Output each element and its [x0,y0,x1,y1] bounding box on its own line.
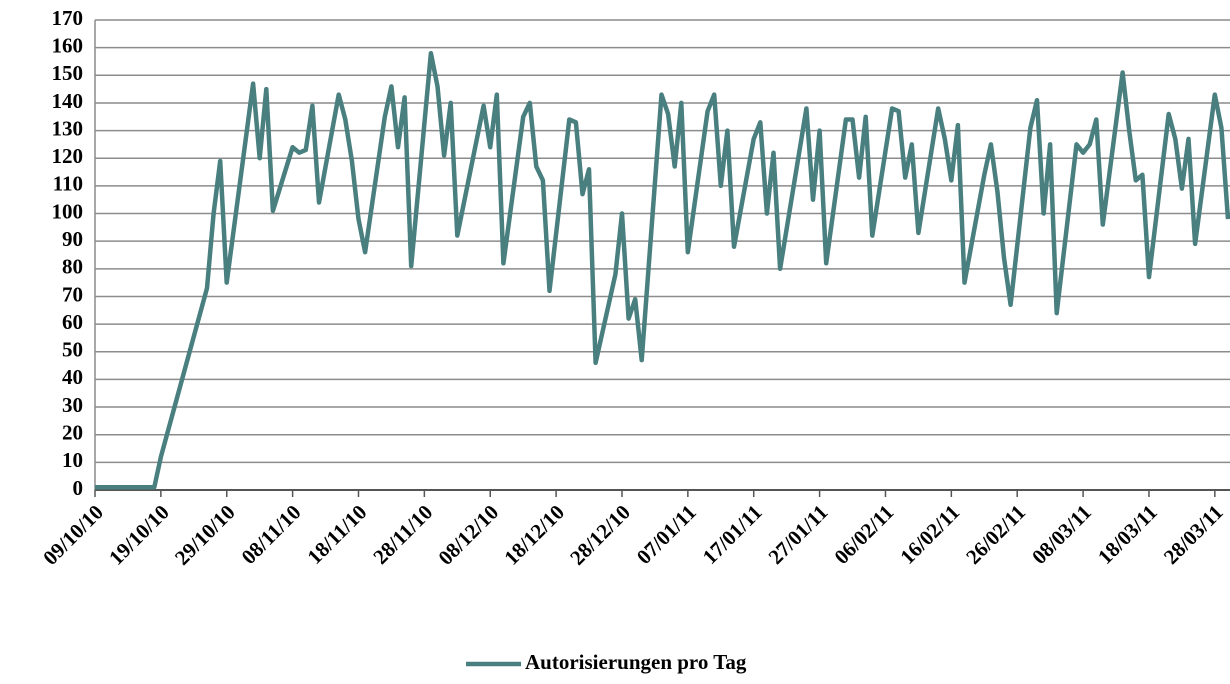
y-tick-label: 160 [52,33,84,57]
x-tick-label: 08/11/10 [237,500,306,569]
y-tick-label: 100 [52,199,84,223]
y-tick-label: 170 [52,6,84,30]
y-tick-label: 30 [62,393,83,417]
x-tick-label: 08/12/10 [433,500,503,570]
data-line [95,50,1230,490]
y-tick-label: 80 [62,255,83,279]
x-tick-label: 06/02/11 [829,500,898,569]
x-tick-label: 18/03/11 [1093,500,1162,569]
y-tick-label: 90 [62,227,83,251]
y-tick-label: 50 [62,338,83,362]
x-tick-label: 18/11/10 [302,500,371,569]
x-tick-label: 07/01/11 [632,500,701,569]
y-tick-label: 60 [62,310,83,334]
x-tick-label: 16/02/11 [895,500,964,569]
y-tick-label: 120 [52,144,84,168]
x-tick-label: 18/12/10 [499,500,569,570]
y-tick-label: 10 [62,448,83,472]
y-tick-label: 40 [62,365,83,389]
y-tick-label: 0 [73,476,84,500]
x-tick-label: 17/01/11 [698,500,767,569]
x-tick-label: 28/11/10 [368,500,437,569]
x-tick-label: 08/03/11 [1027,500,1096,569]
y-tick-label: 150 [52,61,84,85]
y-tick-label: 110 [53,172,83,196]
x-tick-label: 26/02/11 [961,500,1030,569]
legend-label: Autorisierungen pro Tag [525,650,747,674]
y-tick-label: 70 [62,282,83,306]
y-tick-label: 140 [52,89,84,113]
x-tick-label: 28/03/11 [1159,500,1228,569]
x-tick-label: 19/10/10 [104,500,174,570]
x-tick-label: 28/12/10 [565,500,635,570]
x-tick-label: 29/10/10 [170,500,240,570]
y-tick-label: 20 [62,421,83,445]
y-tick-label: 130 [52,116,84,140]
x-tick-label: 27/01/11 [764,500,833,569]
x-tick-label: 09/10/10 [38,500,108,570]
